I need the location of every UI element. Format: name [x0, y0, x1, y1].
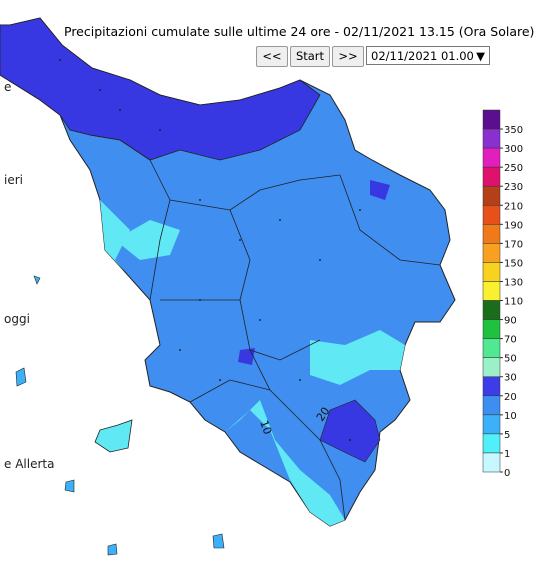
legend-swatch — [482, 395, 501, 416]
legend-swatch — [482, 243, 501, 263]
legend: 3503002502302101901701501301109070503020… — [482, 109, 523, 479]
legend-label: 5 — [504, 430, 510, 441]
legend-swatch — [482, 338, 501, 358]
legend-swatch — [482, 147, 501, 168]
legend-label: 30 — [504, 373, 517, 384]
legend-label: 90 — [504, 316, 517, 327]
sidebar-link[interactable]: e Allerta — [4, 457, 55, 471]
legend-label: 130 — [504, 277, 523, 288]
legend-swatch — [482, 319, 501, 339]
legend-label: 190 — [504, 220, 523, 231]
sidebar-link[interactable]: oggi — [4, 312, 30, 326]
legend-label: 170 — [504, 239, 523, 250]
legend-swatch — [482, 109, 501, 130]
legend-swatch — [482, 166, 501, 187]
legend-label: 0 — [504, 468, 510, 479]
legend-label: 300 — [504, 144, 523, 155]
legend-label: 210 — [504, 201, 523, 212]
legend-swatch — [482, 452, 501, 473]
date-select-text: 02/11/2021 01.00 — [371, 49, 474, 63]
legend-label: 1 — [504, 449, 510, 460]
prev-button[interactable]: << — [256, 46, 288, 67]
legend-label: 50 — [504, 354, 517, 365]
legend-swatch — [482, 414, 501, 435]
dropdown-arrow: ▼ — [476, 49, 485, 63]
legend-swatch — [482, 376, 501, 397]
legend-swatch — [482, 262, 501, 282]
legend-label: 110 — [504, 297, 523, 308]
legend-label: 230 — [504, 182, 523, 193]
legend-label: 20 — [504, 392, 517, 403]
legend-label: 350 — [504, 125, 523, 136]
start-button[interactable]: Start — [290, 46, 330, 67]
legend-swatch — [482, 185, 501, 206]
sidebar-link[interactable]: ieri — [4, 173, 23, 187]
legend-swatch — [482, 128, 501, 149]
legend-label: 70 — [504, 335, 517, 346]
legend-label: 10 — [504, 411, 517, 422]
legend-swatch — [482, 205, 501, 225]
legend-label: 150 — [504, 258, 523, 269]
station-dots — [59, 59, 361, 441]
contour-label: 10 — [257, 419, 274, 437]
sidebar-link[interactable]: e — [4, 80, 12, 94]
map-title: Precipitazioni cumulate sulle ultime 24 … — [64, 24, 535, 39]
legend-swatch — [482, 224, 501, 244]
region — [0, 17, 456, 556]
legend-swatch — [482, 300, 501, 320]
legend-label: 250 — [504, 163, 523, 174]
legend-swatch — [482, 433, 501, 454]
date-select[interactable]: 02/11/2021 01.00 ▼ — [366, 46, 490, 65]
legend-swatch — [482, 281, 501, 301]
next-button[interactable]: >> — [332, 46, 364, 67]
legend-swatch — [482, 357, 501, 377]
